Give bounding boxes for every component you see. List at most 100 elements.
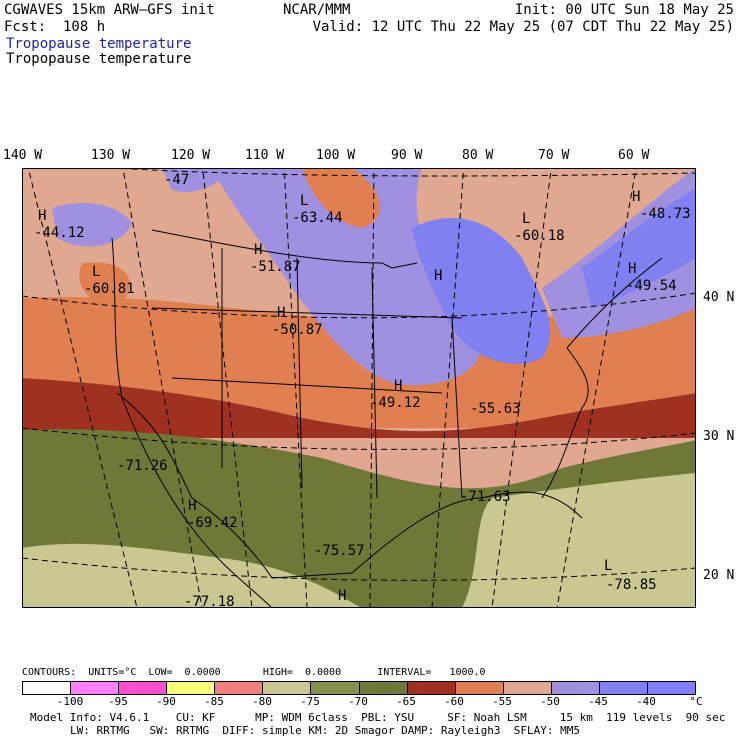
extremum-value: -78.85	[606, 577, 657, 593]
extremum-value: -49.54	[626, 278, 677, 294]
colorbar-swatch	[119, 682, 168, 694]
lon-line-120w	[122, 168, 203, 608]
colorbar-label: -95	[108, 695, 128, 708]
fill-minus50-trough	[212, 168, 481, 386]
h-marker: H	[277, 305, 285, 321]
fill-minus65-band	[22, 378, 696, 438]
fill-minus50-pacific	[52, 203, 132, 247]
extremum-value: -49.12	[370, 395, 421, 411]
lon-line-100w	[283, 168, 308, 608]
state-line	[171, 377, 443, 394]
model-info-line1: Model Info: V4.6.1 CU: KF MP: WDM 6class…	[30, 711, 726, 724]
l-marker: L	[300, 193, 308, 209]
extremum-value: -63.44	[292, 210, 343, 226]
colorbar-swatch	[551, 682, 600, 694]
fill-minus60-canada	[302, 168, 381, 228]
lon-line-110w	[202, 168, 253, 608]
extremum-value: -60.18	[514, 228, 565, 244]
state-line	[151, 307, 463, 319]
extremum-value: -50.87	[272, 322, 323, 338]
extremum-value: -75.57	[314, 543, 365, 559]
state-line	[451, 317, 463, 499]
state-line	[296, 257, 303, 489]
colorbar-swatch	[23, 682, 72, 694]
colorbar-label: -90	[156, 695, 176, 708]
colorbar-swatch	[215, 682, 264, 694]
colorbar-label: -70	[348, 695, 368, 708]
colorbar-swatch	[599, 682, 649, 694]
extremum-value: -48.73	[640, 206, 691, 222]
gulf-coastline	[351, 491, 583, 574]
h-marker: H	[38, 208, 46, 224]
lat-label: 40 N	[703, 290, 735, 305]
extremum-value: -60.81	[84, 281, 135, 297]
lon-label: 80 W	[462, 148, 494, 163]
l-marker: L	[92, 264, 100, 280]
lon-label: 120 W	[171, 148, 211, 163]
contour-info: CONTOURS: UNITS=°C LOW= 0.0000 HIGH= 0.0…	[22, 667, 486, 678]
colorbar-units: °C	[689, 695, 703, 708]
init-time: Init: 00 UTC Sun 18 May 25	[514, 2, 734, 18]
extrema-labels: H -44.12 -47 L -63.44 H -51.87 L -60.81 …	[34, 172, 691, 608]
fill-minus45-east	[582, 188, 696, 308]
colorbar-label: -60	[444, 695, 464, 708]
colorbar-label: -45	[588, 695, 608, 708]
extremum-value: -71.26	[117, 458, 168, 474]
colorbar	[22, 681, 696, 695]
colorbar-label: -80	[252, 695, 272, 708]
colorbar-label: -85	[204, 695, 224, 708]
colorbar-swatch	[359, 682, 408, 694]
lat-line-30n	[22, 427, 696, 450]
colorbar-swatch	[167, 682, 216, 694]
extremum-value: -55.63	[470, 401, 521, 417]
atlantic-coastline	[541, 347, 589, 499]
extremum-value: -71.63	[460, 489, 511, 505]
lon-label: 110 W	[245, 148, 285, 163]
colorbar-swatch	[407, 682, 456, 694]
shaded-field	[22, 168, 696, 608]
map-frame	[22, 168, 696, 608]
h-marker: H	[632, 189, 640, 205]
lon-line-80w	[431, 168, 465, 608]
extremum-value: -77.18	[184, 594, 235, 608]
colorbar-label: -75	[300, 695, 320, 708]
field-title-shaded: Tropopause temperature	[6, 36, 192, 52]
us-mexico-border	[116, 392, 353, 579]
fill-minus45-greatlakes	[412, 218, 551, 364]
lat-label: 30 N	[703, 429, 735, 444]
h-marker: H	[394, 378, 402, 394]
lon-line-60w	[556, 168, 637, 608]
lon-label: 70 W	[538, 148, 570, 163]
colorbar-swatch	[503, 682, 552, 694]
lon-line-70w	[491, 168, 552, 608]
northeast-coastline	[566, 257, 663, 349]
colorbar-label: -65	[396, 695, 416, 708]
colorbar-label: -55	[492, 695, 512, 708]
lat-line-20n	[22, 557, 696, 581]
lon-label: 60 W	[618, 148, 650, 163]
pacific-coastline	[111, 237, 273, 608]
colorbar-swatch	[71, 682, 120, 694]
extremum-value: -69.42	[187, 515, 238, 531]
extremum-value: -47	[164, 172, 189, 188]
model-title: CGWAVES 15km ARW–GFS init	[4, 2, 215, 18]
colorbar-swatch	[455, 682, 504, 694]
fill-minus60-west	[79, 262, 130, 304]
fill-minus75-southwest	[22, 543, 362, 608]
l-marker: L	[522, 211, 530, 227]
political-boundaries	[111, 229, 663, 608]
h-marker: H	[254, 242, 262, 258]
colorbar-swatch	[311, 682, 360, 694]
tropopause-temperature-map: H -44.12 -47 L -63.44 H -51.87 L -60.81 …	[22, 168, 696, 608]
h-marker: H	[628, 261, 636, 277]
colorbar-label: -100	[56, 695, 84, 708]
forecast-hour: Fcst: 108 h	[4, 19, 106, 35]
colorbar-label: -50	[540, 695, 560, 708]
lat-label: 20 N	[703, 568, 735, 583]
field-title-contour: Tropopause temperature	[6, 51, 192, 67]
h-marker: H	[188, 498, 196, 514]
extremum-value: -51.87	[250, 259, 301, 275]
lon-label: 140 W	[3, 148, 43, 163]
lon-label: 130 W	[91, 148, 131, 163]
extremum-value: -44.12	[34, 225, 85, 241]
